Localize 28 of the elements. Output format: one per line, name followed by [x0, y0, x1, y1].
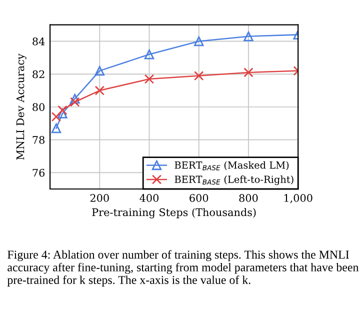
y-tick-label: 84: [32, 37, 45, 46]
legend-label: BERT$_{BASE}$ (Left-to-Right): [174, 175, 294, 186]
point: [194, 36, 204, 46]
point: [94, 66, 105, 76]
x-tick-label: 200: [90, 194, 109, 202]
y-tick-label: 82: [32, 70, 44, 78]
x-tick-label: 400: [140, 194, 159, 202]
caption: Figure 4: Ablation over number of training steps. This shows the MNLI accuracy after fine-tuning, starting from model parameters that have been pre-trained for k steps. The x-axis is the value of k.: [7, 250, 359, 286]
y-tick-label: 78: [32, 136, 44, 144]
x-tick-label: 800: [239, 194, 258, 202]
x-axis-title: Pre-training Steps (Thousands): [92, 208, 256, 218]
legend-label: BERT$_{BASE}$ (Masked LM): [174, 161, 289, 170]
point: [51, 112, 62, 122]
point: [94, 86, 105, 96]
point: [194, 70, 204, 81]
x-tick-label: 600: [190, 194, 208, 202]
point: [70, 97, 80, 107]
point: [51, 123, 62, 134]
x-tick-label: 1,000: [284, 194, 312, 204]
point: [244, 68, 254, 78]
point: [58, 108, 68, 118]
point: [70, 94, 80, 104]
y-axis-title: MNLI Dev Accuracy: [16, 54, 26, 160]
point: [144, 74, 154, 84]
point: [244, 31, 254, 42]
point: [144, 50, 154, 60]
y-tick-label: 76: [32, 168, 45, 177]
y-tick-label: 80: [32, 103, 44, 112]
